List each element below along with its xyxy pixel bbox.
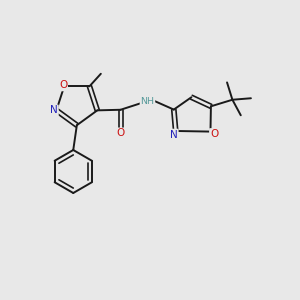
Text: N: N	[50, 105, 58, 116]
Text: O: O	[116, 128, 125, 138]
Text: O: O	[210, 129, 218, 139]
Text: N: N	[170, 130, 178, 140]
Text: O: O	[59, 80, 67, 90]
Text: NH: NH	[140, 97, 154, 106]
